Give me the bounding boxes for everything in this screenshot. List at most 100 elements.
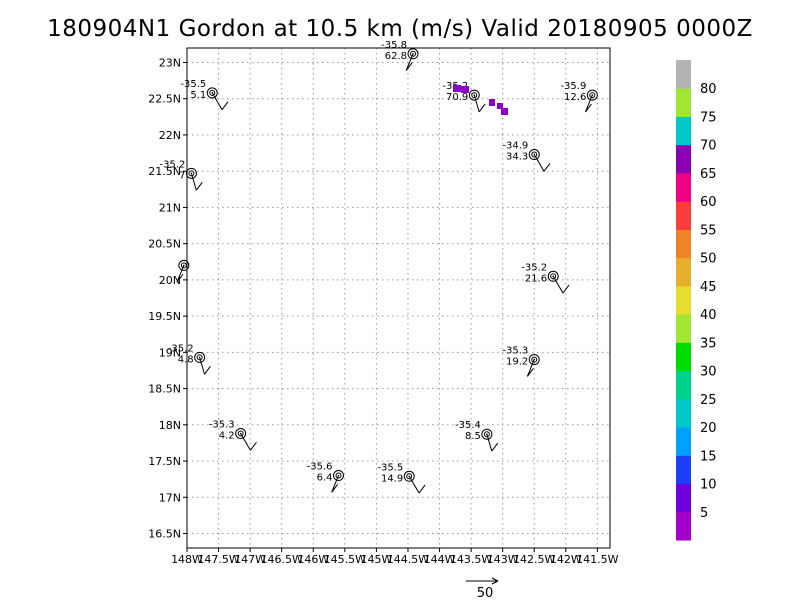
wind-barb-shaft bbox=[533, 154, 545, 172]
x-axis: 148W147.5W147W146.5W146W145.5W145W144.5W… bbox=[171, 548, 619, 566]
colorbar-swatch bbox=[676, 88, 691, 117]
colorbar-swatch bbox=[676, 201, 691, 230]
high-wind-cell bbox=[501, 108, 508, 115]
station-ring-outer bbox=[528, 149, 540, 161]
wind-barb-shaft bbox=[584, 94, 593, 113]
y-tick-label: 20.5N bbox=[148, 238, 181, 251]
station-speed-label: 21.6 bbox=[525, 273, 547, 284]
station-marker: -35.319.2 bbox=[502, 346, 540, 377]
station-speed-label: 19.2 bbox=[506, 357, 528, 368]
y-tick-label: 18.5N bbox=[148, 383, 181, 396]
station-temp-label: -35.3 bbox=[502, 346, 528, 357]
colorbar-swatch bbox=[676, 342, 691, 372]
colorbar-swatch bbox=[676, 483, 691, 513]
wind-barb-shaft bbox=[552, 276, 564, 294]
station-ring-outer bbox=[178, 259, 190, 271]
wind-barb-flag bbox=[526, 368, 534, 377]
grid-lines bbox=[186, 48, 610, 548]
colorbar-level-label: 80 bbox=[700, 82, 717, 97]
station-ring-inner bbox=[550, 273, 557, 280]
wind-barb-flag bbox=[478, 103, 486, 113]
station-marker: -35.912.6 bbox=[560, 81, 598, 113]
y-tick-label: 21.5N bbox=[148, 165, 181, 178]
station-speed-label: 62.8 bbox=[385, 51, 407, 62]
colorbar-level-label: 45 bbox=[700, 280, 717, 295]
colorbar-swatch bbox=[676, 257, 691, 287]
colorbar-level-label: 40 bbox=[700, 308, 717, 323]
colorbar-level-label: 30 bbox=[700, 365, 717, 380]
x-tick-label: 146.5W bbox=[261, 553, 303, 566]
y-tick-label: 17N bbox=[159, 491, 181, 504]
x-tick-label: 143.5W bbox=[450, 553, 492, 566]
x-tick-label: 148W bbox=[171, 553, 203, 566]
x-tick-label: 142W bbox=[550, 553, 582, 566]
station-temp-label: -34.9 bbox=[502, 141, 528, 152]
station-ring-inner bbox=[589, 92, 596, 99]
colorbar-level-label: 15 bbox=[700, 449, 717, 464]
x-tick-label: 146W bbox=[297, 553, 329, 566]
y-tick-label: 23N bbox=[159, 56, 181, 69]
colorbar-swatch bbox=[676, 60, 691, 89]
y-tick-label: 16.5N bbox=[148, 528, 181, 541]
station-ring-inner bbox=[237, 430, 244, 437]
station-marker: -35.221.6 bbox=[521, 262, 570, 294]
station-ring-inner bbox=[196, 354, 203, 361]
colorbar-level-label: 60 bbox=[700, 195, 717, 210]
wind-barb-flag bbox=[204, 365, 211, 375]
station-ring-inner bbox=[180, 262, 187, 269]
wind-barb-shaft bbox=[408, 476, 420, 494]
station-marker: -35.514.9 bbox=[377, 462, 426, 494]
wind-barb-flag bbox=[331, 484, 339, 493]
y-tick-label: 22N bbox=[159, 129, 181, 142]
wind-barb-flag bbox=[585, 103, 592, 113]
wind-barb-flag bbox=[418, 484, 426, 494]
colorbar-swatch bbox=[676, 370, 691, 400]
colorbar-swatch bbox=[676, 455, 691, 485]
y-tick-label: 21N bbox=[159, 201, 181, 214]
station-marker: -35.270.9 bbox=[442, 81, 486, 113]
high-wind-cell bbox=[453, 85, 461, 92]
wind-barb-shaft bbox=[176, 265, 185, 283]
station-marker: -35.24.8 bbox=[168, 343, 211, 375]
station-marker: -35.34.2 bbox=[209, 420, 257, 451]
y-tick-label: 19N bbox=[159, 346, 181, 359]
station-speed-label: 70.9 bbox=[446, 92, 468, 103]
colorbar-level-label: 55 bbox=[700, 223, 717, 238]
station-marker: -35.55.1 bbox=[180, 79, 229, 111]
station-ring-inner bbox=[483, 431, 490, 438]
y-axis: 16.5N 17N 17.5N 18N 18.5N 19N 19.5N 20N 20.5N 21N… bbox=[148, 56, 187, 541]
station-temp-label: -35.5 bbox=[377, 462, 403, 473]
colorbar-swatch bbox=[676, 427, 691, 456]
colorbar-swatch bbox=[676, 398, 691, 428]
wind-barb-shaft bbox=[486, 434, 493, 452]
station-ring-inner bbox=[410, 50, 417, 57]
station-speed-label: 7 bbox=[179, 170, 185, 181]
colorbar-level-label: 5 bbox=[700, 506, 708, 521]
station-marker: -35.27 bbox=[160, 159, 203, 191]
reference-arrow-head bbox=[491, 577, 499, 585]
station-speed-label: 5.1 bbox=[190, 90, 206, 101]
station-ring-outer bbox=[185, 167, 197, 179]
reference-vector-label: 50 bbox=[477, 586, 494, 600]
colorbar-level-label: 50 bbox=[700, 252, 717, 267]
station-ring-outer bbox=[528, 354, 540, 366]
station-ring-outer bbox=[468, 89, 480, 101]
colorbar-swatch bbox=[676, 116, 691, 146]
wind-barb-shaft bbox=[473, 94, 480, 113]
wind-barb-flag bbox=[543, 163, 551, 172]
station-ring-outer bbox=[403, 470, 415, 482]
wind-barb-flag bbox=[195, 181, 203, 191]
station-temp-label: -35.8 bbox=[381, 40, 407, 51]
station-temp-label: -35.9 bbox=[560, 81, 586, 92]
station-marker: -35.66.4 bbox=[307, 462, 345, 493]
wind-barb-flag bbox=[562, 284, 570, 294]
station-speed-label: 12.6 bbox=[564, 92, 586, 103]
x-tick-label: 144.5W bbox=[387, 553, 429, 566]
wind-barb-flag bbox=[221, 101, 229, 111]
station-ring-outer bbox=[194, 351, 206, 363]
colorbar-level-label: 25 bbox=[700, 393, 717, 408]
colorbar-swatch bbox=[676, 172, 691, 202]
wind-barb-shaft bbox=[211, 92, 223, 110]
high-wind-cell bbox=[489, 99, 495, 106]
station-marker: -35.48.5 bbox=[455, 420, 499, 452]
